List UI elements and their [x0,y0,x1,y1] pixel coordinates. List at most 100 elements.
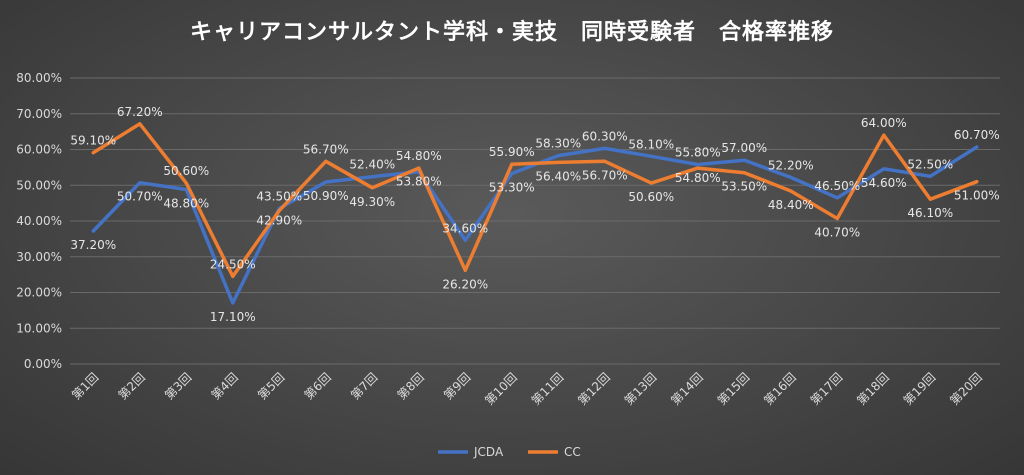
data-point-cc [138,122,142,126]
x-tick-label: 第4回 [209,370,241,402]
data-label-jcda: 54.60% [861,176,907,190]
chart-title: キャリアコンサルタント学科・実技 同時受験者 合格率推移 [189,20,834,45]
y-tick-label: 80.00% [16,71,62,85]
data-label-jcda: 50.70% [117,190,163,204]
data-point-jcda [510,171,514,175]
x-tick-label: 第19回 [901,370,939,408]
legend-label-cc: CC [564,445,581,459]
y-tick-label: 20.00% [16,286,62,300]
data-label-jcda: 48.80% [163,197,209,211]
data-label-cc: 54.80% [396,149,442,163]
data-label-cc: 26.20% [442,277,488,291]
data-label-cc: 59.10% [70,134,116,148]
data-label-cc: 24.50% [210,257,256,271]
data-point-jcda [603,146,607,150]
data-label-cc: 54.80% [675,171,721,185]
x-tick-label: 第15回 [715,370,753,408]
x-tick-label: 第18回 [854,370,892,408]
data-label-jcda: 53.30% [489,180,535,194]
data-point-jcda [463,238,467,242]
data-label-cc: 46.10% [907,206,953,220]
data-label-jcda: 55.80% [675,146,721,160]
data-label-jcda: 52.50% [907,157,953,171]
data-point-jcda [742,158,746,162]
data-point-jcda [324,180,328,184]
y-tick-label: 30.00% [16,250,62,264]
data-label-cc: 56.40% [535,169,581,183]
data-point-cc [510,162,514,166]
y-tick-label: 10.00% [16,321,62,335]
data-label-cc: 48.40% [768,198,814,212]
data-label-jcda: 57.00% [721,141,767,155]
x-tick-label: 第13回 [622,370,660,408]
data-point-cc [928,197,932,201]
data-label-jcda: 43.50% [256,189,302,203]
data-point-cc [277,209,281,213]
data-label-cc: 64.00% [861,116,907,130]
data-label-cc: 56.70% [582,168,628,182]
data-label-cc: 42.90% [256,214,302,228]
data-label-cc: 67.20% [117,105,163,119]
x-tick-label: 第8回 [395,370,427,402]
y-tick-label: 40.00% [16,214,62,228]
data-point-jcda [231,301,235,305]
x-tick-label: 第2回 [116,370,148,402]
y-tick-label: 50.00% [16,178,62,192]
x-tick-label: 第3回 [162,370,194,402]
data-point-cc [696,166,700,170]
y-tick-label: 70.00% [16,107,62,121]
x-tick-label: 第6回 [302,370,334,402]
data-point-jcda [928,174,932,178]
x-tick-label: 第5回 [255,370,287,402]
data-point-cc [91,151,95,155]
data-point-cc [324,159,328,163]
data-point-jcda [975,145,979,149]
data-point-cc [835,216,839,220]
data-label-jcda: 60.70% [954,128,1000,142]
x-tick-label: 第9回 [441,370,473,402]
data-label-cc: 53.50% [721,180,767,194]
data-label-cc: 56.70% [303,142,349,156]
x-tick-label: 第14回 [668,370,706,408]
data-point-jcda [649,154,653,158]
x-tick-label: 第12回 [575,370,613,408]
data-point-cc [742,171,746,175]
data-point-cc [556,160,560,164]
data-point-cc [603,159,607,163]
data-label-jcda: 58.10% [628,137,674,151]
data-label-jcda: 60.30% [582,129,628,143]
data-point-cc [882,133,886,137]
data-point-jcda [91,229,95,233]
legend-label-jcda: JCDA [473,445,504,459]
data-point-jcda [184,188,188,192]
data-label-cc: 50.60% [628,190,674,204]
data-point-jcda [835,196,839,200]
y-tick-label: 0.00% [24,357,62,371]
data-point-cc [417,166,421,170]
data-point-jcda [789,175,793,179]
x-tick-label: 第20回 [947,370,985,408]
data-label-jcda: 50.90% [303,189,349,203]
data-point-cc [789,189,793,193]
y-tick-label: 60.00% [16,143,62,157]
data-point-cc [231,274,235,278]
data-label-jcda: 53.80% [396,175,442,189]
data-point-jcda [696,163,700,167]
data-label-jcda: 34.60% [442,221,488,235]
x-tick-label: 第7回 [348,370,380,402]
x-tick-label: 第10回 [482,370,520,408]
data-label-jcda: 37.20% [70,238,116,252]
data-label-cc: 50.60% [163,164,209,178]
data-label-jcda: 52.40% [349,158,395,172]
data-point-jcda [556,154,560,158]
data-label-cc: 55.90% [489,145,535,159]
data-label-cc: 40.70% [814,225,860,239]
data-point-cc [370,186,374,190]
data-label-jcda: 58.30% [535,137,581,151]
x-tick-label: 第1回 [69,370,101,402]
x-tick-label: 第17回 [808,370,846,408]
data-label-cc: 49.30% [349,195,395,209]
data-point-cc [184,181,188,185]
